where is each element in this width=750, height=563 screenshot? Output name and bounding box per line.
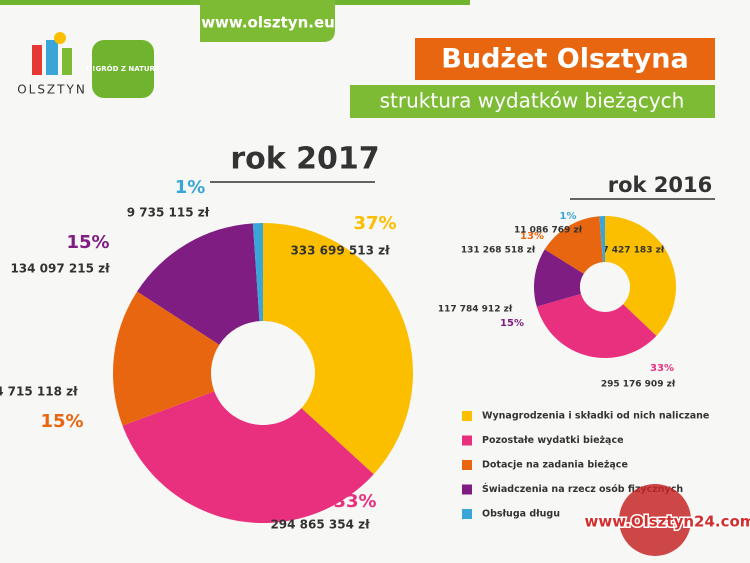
value-label: 134 715 118 zł xyxy=(0,385,78,399)
subtitle: struktura wydatków bieżących xyxy=(380,89,685,113)
watermark-logo xyxy=(619,484,691,556)
value-label: 327 427 183 zł xyxy=(590,246,665,256)
donut-slice xyxy=(599,216,605,263)
value-label: 295 176 909 zł xyxy=(601,380,676,390)
city-name: OLSZTYN xyxy=(17,83,87,97)
badge xyxy=(92,40,154,98)
donut-slice xyxy=(252,223,263,322)
value-label: 9 735 115 zł xyxy=(127,206,210,220)
donut-slice xyxy=(263,223,413,475)
value-label: 131 268 518 zł xyxy=(461,246,536,256)
value-label: 11 086 769 zł xyxy=(514,226,583,236)
donut-slice xyxy=(536,293,657,359)
donut-slice xyxy=(544,216,604,274)
value-label: 134 097 215 zł xyxy=(10,262,110,276)
chart-title: rok 2017 xyxy=(230,142,379,177)
donut-slice xyxy=(534,249,584,307)
percent-label: 13% xyxy=(520,231,544,242)
legend-swatch xyxy=(462,460,472,470)
legend-label: Dotacje na zadania bieżące xyxy=(482,460,628,471)
donut-slice xyxy=(137,223,260,345)
percent-label: 15% xyxy=(66,232,109,253)
legend-swatch xyxy=(462,484,472,495)
donut-slice xyxy=(122,391,374,523)
percent-label: 15% xyxy=(500,318,524,329)
percent-label: 1% xyxy=(560,211,577,222)
legend-swatch xyxy=(462,509,472,519)
site: www.olsztyn.eu xyxy=(201,14,335,32)
site-tab xyxy=(200,0,335,42)
percent-label: 33% xyxy=(650,363,674,374)
percent-label: 1% xyxy=(175,177,206,198)
city-logo: OLSZTYN xyxy=(17,32,87,97)
percent-label: 37% xyxy=(353,213,396,234)
percent-label: 33% xyxy=(333,491,376,512)
title-box xyxy=(415,38,715,80)
legend-label: Wynagrodzenia i składki od nich naliczan… xyxy=(482,411,709,422)
donut-slice xyxy=(605,216,676,336)
donut-slice xyxy=(112,291,220,426)
subtitle-box xyxy=(350,85,715,118)
badge-text: O!GRÓD Z NATURY xyxy=(86,64,160,73)
value-label: 117 784 912 zł xyxy=(438,305,513,315)
watermark: www.Olsztyn24.com xyxy=(585,513,750,531)
legend-swatch xyxy=(462,411,472,421)
legend-label: Obsługa długu xyxy=(482,509,560,520)
legend-label: Pozostałe wydatki bieżące xyxy=(482,435,624,446)
percent-label: 37% xyxy=(620,229,644,240)
chart-title: rok 2016 xyxy=(608,173,713,197)
title: Budżet Olsztyna xyxy=(441,44,688,75)
legend-swatch xyxy=(462,435,472,446)
value-label: 333 699 513 zł xyxy=(290,244,390,258)
value-label: 294 865 354 zł xyxy=(270,518,370,532)
percent-label: 15% xyxy=(40,411,83,432)
